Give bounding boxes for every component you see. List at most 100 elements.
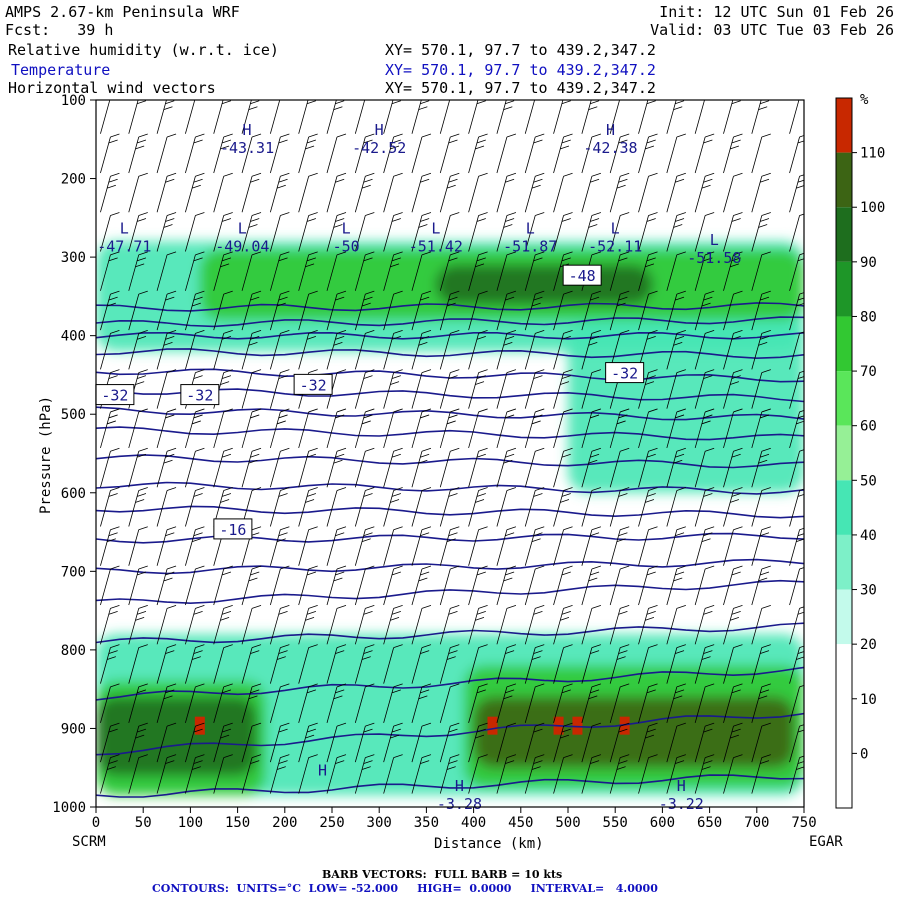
wind-barb-9-8: [354, 408, 375, 449]
wind-barb-8-4: [326, 251, 347, 291]
wind-barb-18-14: [609, 644, 630, 684]
wind-barb-2-5: [156, 290, 177, 331]
x-tick-label-14: 700: [744, 815, 769, 831]
wind-barb-5-3: [241, 212, 262, 252]
wind-barb-2-0: [156, 100, 175, 134]
wind-barb-16-15: [553, 683, 573, 723]
wind-barb-16-10: [553, 487, 573, 527]
wind-barb-24-12: [789, 567, 804, 606]
x-tick-label-6: 300: [367, 815, 392, 831]
temperature-contour-7: [96, 505, 804, 519]
wind-barb-0-11: [100, 526, 120, 566]
wind-barb-21-16: [694, 722, 715, 763]
colorbar-label-5: 60: [860, 419, 877, 435]
wind-barb-15-5: [524, 290, 545, 331]
wind-barb-6-16: [269, 722, 290, 763]
wind-barb-18-2: [609, 172, 630, 213]
x-tick-label-10: 500: [555, 815, 580, 831]
wind-barb-22-6: [723, 329, 743, 370]
wind-barb-23-5: [751, 290, 771, 331]
wind-barb-18-0: [609, 100, 620, 134]
wind-barb-14-10: [496, 487, 517, 527]
extremum-marker-10: H: [318, 761, 327, 779]
wind-barb-14-6: [496, 329, 517, 370]
wind-barb-2-16: [156, 722, 177, 763]
wind-barb-15-16: [524, 722, 545, 763]
wind-barb-9-16: [354, 722, 375, 763]
forecast-hour: Fcst: 39 h: [5, 21, 114, 39]
wind-barb-7-6: [298, 329, 318, 370]
wind-barb-24-1: [789, 135, 804, 174]
wind-barb-18-13: [609, 604, 630, 645]
wind-barb-6-2: [269, 172, 290, 213]
wind-barb-3-13: [185, 604, 205, 645]
wind-barb-13-16: [468, 722, 488, 763]
wind-barb-11-3: [411, 212, 432, 252]
extremum-marker-1: H: [375, 121, 384, 139]
wind-barb-16-13: [553, 604, 573, 645]
colorbar-unit: %: [860, 92, 869, 108]
wind-barb-7-4: [298, 251, 318, 291]
extremum-value-1: -42.52: [352, 139, 406, 157]
wind-barb-11-8: [411, 408, 432, 449]
xy-humidity: XY= 570.1, 97.7 to 439.2,347.2: [385, 41, 656, 59]
wind-barb-0-8: [100, 408, 120, 449]
x-tick-label-4: 200: [272, 815, 297, 831]
contour-label-3: -32: [611, 365, 638, 383]
wind-barb-18-4: [609, 251, 630, 291]
wind-barb-5-9: [241, 447, 262, 488]
wind-barb-18-3: [609, 212, 630, 252]
wind-barb-6-5: [269, 290, 290, 331]
wind-barb-4-12: [213, 565, 233, 606]
contour-labels: -32 -32-32-32-16-48H-43.31H-42.52H-42.38L…: [95, 121, 741, 813]
wind-barb-10-10: [383, 487, 403, 527]
wind-barb-5-1: [241, 133, 262, 174]
wind-barb-2-10: [156, 487, 177, 527]
wind-barb-0-10: [100, 487, 120, 527]
wind-barb-15-1: [524, 133, 545, 174]
wind-barb-2-1: [156, 133, 177, 174]
x-tick-label-7: 350: [414, 815, 439, 831]
wind-barb-10-11: [383, 526, 403, 566]
wind-barb-5-17: [241, 754, 262, 794]
wind-barb-20-13: [666, 604, 686, 645]
y-tick-label-2: 300: [61, 250, 86, 266]
colorbar-label-2: 90: [860, 255, 877, 271]
contour-label-box-4: [213, 518, 253, 540]
wind-barb-6-15: [269, 683, 290, 723]
wind-barb-6-10: [269, 487, 290, 527]
wind-barb-18-16: [609, 722, 630, 763]
wind-barb-8-8: [326, 408, 347, 449]
x-tick-label-15: 750: [791, 815, 816, 831]
wind-barb-6-13: [269, 604, 290, 645]
wind-barb-24-5: [789, 292, 804, 331]
wind-barb-13-14: [468, 644, 488, 684]
wind-barb-23-6: [751, 329, 771, 370]
y-tick-label-0: 100: [61, 93, 86, 109]
wind-barb-23-1: [751, 133, 771, 174]
wind-barb-21-5: [694, 290, 715, 331]
wind-barb-12-7: [439, 369, 460, 409]
wind-barb-0-14: [100, 644, 120, 684]
wind-barb-20-11: [666, 526, 686, 566]
wind-barb-16-3: [553, 212, 573, 252]
temperature-contour-10: [96, 426, 804, 441]
wind-barb-5-5: [241, 290, 262, 331]
wind-barb-11-10: [411, 487, 432, 527]
wind-barb-6-3: [269, 212, 290, 252]
wind-barb-3-17: [185, 754, 205, 794]
wind-barb-3-4: [185, 251, 205, 291]
wind-barb-0-12: [100, 565, 120, 606]
wind-barb-24-2: [789, 174, 804, 213]
wind-barb-10-12: [383, 565, 403, 606]
wind-barb-1-17: [128, 754, 148, 794]
wind-barb-19-2: [638, 172, 658, 213]
wind-barb-19-0: [638, 100, 656, 134]
wind-barb-13-9: [468, 447, 488, 488]
wind-barb-9-17: [354, 754, 375, 794]
wind-barb-5-6: [241, 329, 262, 370]
contour-label-box-1: [180, 384, 220, 406]
wind-barb-1-5: [128, 290, 148, 331]
